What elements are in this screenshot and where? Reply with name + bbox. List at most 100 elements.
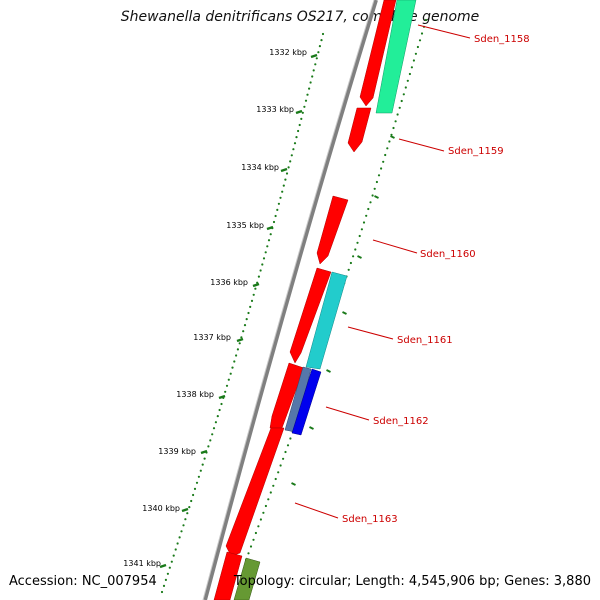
inner-scale-dot [262,511,265,514]
kbp-label: 1335 kbp [226,221,264,230]
cds-next[interactable] [213,551,243,600]
inner-scale-dot [282,457,285,460]
inner-scale-dot [392,126,395,130]
genome-summary: Topology: circular; Length: 4,545,906 bp… [233,574,591,589]
inner-scale-dot [408,72,411,76]
scale-dot [276,208,279,211]
kbp-label: 1337 kbp [193,333,231,342]
inner-scale-dot [277,471,280,474]
kbp-tick [310,53,318,59]
scale-dot [231,366,234,369]
inner-scale-dot [274,477,277,481]
scale-dot [180,530,183,533]
scale-dot [312,69,315,72]
inner-scale-dot [380,167,383,170]
kbp-tick [295,109,303,115]
scale-dot [315,57,318,60]
scale-dot [197,475,200,478]
gene-leader-line [325,406,370,421]
inner-scale-dot [400,99,403,103]
inner-scale-dot [365,214,368,217]
scale-dot [272,220,276,224]
inner-scale-dash [374,195,379,199]
genome-backbone [203,0,378,600]
inner-scale-dot [420,32,424,35]
scale-dot [318,45,321,48]
inner-scale-dot [384,153,387,157]
inner-scale-dot [388,140,391,143]
inner-scale-dot [249,545,253,548]
kbp-tick [200,449,208,455]
scale-dot [227,378,230,381]
inner-scale-dot [394,120,397,123]
scale-dot [220,402,223,406]
kbp-label: 1339 kbp [158,447,196,456]
cds-sden-1161[interactable] [289,267,332,364]
gene-labels: Sden_1158 Sden_1159 Sden_1160 Sden_1161 Sden… [294,24,530,525]
scale-dot [172,554,175,557]
scale-dot [186,512,189,515]
scale-dot [250,299,254,302]
scale-dot [214,421,217,424]
scale-dot [267,239,271,242]
inner-scale-dash [309,426,314,430]
gene-leader-line [294,502,339,519]
gene-label[interactable]: Sden_1159 [448,146,504,157]
accession-label: Accession: NC_007954 [9,574,157,589]
gene-label[interactable]: Sden_1158 [474,34,530,45]
gene-leader-line [398,138,445,152]
scale-dot [249,305,252,308]
scale-dot [242,330,245,333]
inner-scale-dot [424,18,428,22]
scale-dot [209,439,212,442]
scale-dot [287,166,290,169]
kbp-tick [181,507,189,513]
scale-dot [178,536,181,539]
scale-dot [207,445,210,448]
scale-dot [289,160,292,163]
scale-dot [308,87,311,90]
inner-scale-dot [356,241,359,244]
inner-scale-dot [404,86,407,89]
gene-label[interactable]: Sden_1162 [373,416,429,427]
inner-scale-dot [412,59,415,62]
gene-label[interactable]: Sden_1161 [397,335,453,346]
inner-scale-dot [382,160,385,163]
scale-dot [320,39,323,42]
scale-dot [233,360,236,363]
scale-dot [174,548,177,551]
scale-dot [160,590,164,594]
inner-scale-dot [396,113,399,116]
kbp-label: 1336 kbp [210,278,248,287]
inner-scale-dot [414,52,417,55]
scale-dot [164,578,167,582]
cds-sden-1160[interactable] [316,195,349,265]
feature-cyan [305,271,348,370]
gene-label[interactable]: Sden_1163 [342,514,398,525]
inner-scale-dot [373,187,376,190]
kbp-label: 1341 kbp [123,559,161,568]
scale-dot [170,560,173,563]
scale-dot [211,433,214,436]
scale-dot [195,481,199,484]
scale-dot [292,148,295,151]
scale-dot [168,566,171,569]
kbp-label: 1340 kbp [142,504,180,513]
inner-scale-dot [406,79,409,82]
scale-dot [293,142,297,145]
inner-scale-dot [354,248,357,251]
feature-blue [291,368,322,436]
inner-scale-dot [272,484,275,487]
kbp-label: 1333 kbp [256,105,294,114]
inner-scale-dot [418,39,422,42]
scale-dot [303,105,306,108]
scale-dot [238,342,241,345]
kbp-label: 1332 kbp [269,48,307,57]
cds-track-forward [213,0,397,600]
cds-sden-1158[interactable] [359,0,397,107]
scale-dot [192,493,195,497]
gene-label[interactable]: Sden_1160 [420,249,476,260]
scale-dot [235,354,238,357]
inner-scale-dot [259,518,262,521]
cds-sden-1159[interactable] [347,107,372,153]
